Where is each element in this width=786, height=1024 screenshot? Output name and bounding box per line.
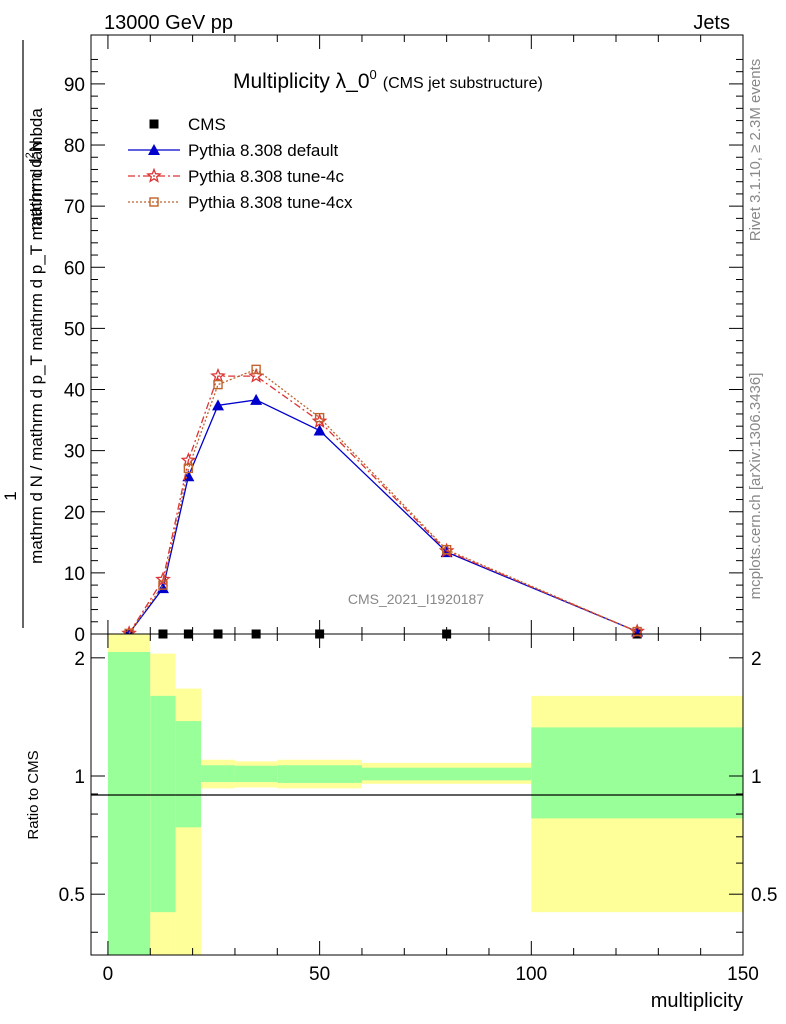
y-tick-label: 30 <box>64 442 85 463</box>
data-point <box>250 393 263 405</box>
rivet-label: Rivet 3.1.10, ≥ 2.3M events <box>747 59 764 242</box>
ylabel-numerator: mathrm d2N <box>24 140 45 230</box>
plot-title-sup: 0 <box>370 67 377 82</box>
ratio-ylabel: Ratio to CMS <box>25 750 42 839</box>
watermark: CMS_2021_I1920187 <box>348 591 484 607</box>
legend-marker <box>149 119 159 129</box>
ratio-band-green <box>107 651 151 955</box>
series-3 <box>124 364 642 639</box>
ratio-band-green <box>531 727 743 819</box>
ylabel-top: 1 <box>1 491 20 500</box>
header-right: Jets <box>693 12 730 34</box>
mcplots-label: mcplots.cern.ch [arXiv:1306.3436] <box>747 373 764 600</box>
ratio-y-tick-label: 1 <box>74 767 85 788</box>
y-tick-label: 40 <box>64 381 85 402</box>
ratio-y-tick-label: 2 <box>74 649 85 670</box>
ratio-y-tick-label-right: 1 <box>751 767 762 788</box>
ratio-band-green <box>277 765 362 783</box>
legend-label: Pythia 8.308 default <box>188 141 339 160</box>
header-left: 13000 GeV pp <box>104 12 233 34</box>
legend-marker <box>149 197 159 207</box>
x-axis-label: multiplicity <box>651 990 743 1012</box>
main-x-ticks <box>107 35 744 634</box>
data-point <box>212 399 225 411</box>
ratio-plot: 0.5 0.5 1 1 2 2 0 50 100 150 Ratio to CMS multip… <box>25 633 777 1012</box>
ratio-y-tick-label: 0.5 <box>59 885 85 906</box>
ratio-plot-frame <box>90 633 744 956</box>
main-y-ticks: 0 10 20 30 40 50 60 70 80 90 <box>64 58 743 646</box>
y-tick-label: 50 <box>64 319 85 340</box>
ratio-y-tick-label-right: 2 <box>751 649 762 670</box>
plot-title: Multiplicity λ_00 (CMS jet substructure) <box>233 67 543 93</box>
series-line <box>128 368 638 634</box>
ratio-band-green <box>201 765 235 783</box>
x-tick-label: 150 <box>727 964 759 985</box>
y-tick-label: 70 <box>64 197 85 218</box>
data-point <box>183 463 194 474</box>
ylabel-numerator-main: mathrm d <box>26 158 45 230</box>
legend-label: Pythia 8.308 tune-4cx <box>188 193 353 212</box>
series-line <box>128 375 638 634</box>
main-ylabel: 1 mathrm d2N mathrm d N / mathrm d p_T m… <box>1 40 46 628</box>
legend-marker <box>148 144 160 155</box>
ratio-x-ticks: 0 50 100 150 <box>103 634 759 985</box>
y-tick-label: 0 <box>74 625 85 646</box>
ylabel-denominator: mathrm d N / mathrm d p_T mathrm d p_T m… <box>27 108 46 564</box>
legend-marker <box>146 167 162 183</box>
legend-label: Pythia 8.308 tune-4c <box>188 167 344 186</box>
plot-subtitle: (CMS jet substructure) <box>383 75 543 92</box>
legend-label: CMS <box>188 115 226 134</box>
ratio-band-green <box>175 721 202 828</box>
ylabel-numerator-end: N <box>26 140 45 152</box>
ratio-band-green <box>234 765 278 783</box>
ratio-y-tick-label-right: 0.5 <box>751 885 777 906</box>
y-tick-label: 10 <box>64 564 85 585</box>
data-point <box>314 412 325 423</box>
data-point <box>180 452 197 468</box>
ylabel-numerator-sup: 2 <box>24 152 36 158</box>
x-tick-label: 100 <box>515 964 547 985</box>
ratio-band-green <box>361 767 532 781</box>
legend: CMS Pythia 8.308 default Pythia 8.308 tune… <box>128 115 353 212</box>
data-point <box>313 424 326 436</box>
y-tick-label: 90 <box>64 75 85 96</box>
y-tick-label: 80 <box>64 136 85 157</box>
plot-title-main: Multiplicity λ_0 <box>233 70 370 93</box>
x-tick-label: 0 <box>103 964 114 985</box>
y-tick-label: 20 <box>64 503 85 524</box>
x-tick-label: 50 <box>309 964 330 985</box>
series-line <box>128 399 638 634</box>
data-point <box>182 470 195 482</box>
y-tick-label: 60 <box>64 258 85 279</box>
ratio-y-ticks: 0.5 0.5 1 1 2 2 <box>59 649 777 933</box>
data-point <box>213 379 223 390</box>
data-point <box>251 364 261 375</box>
data-point <box>158 580 168 590</box>
data-point <box>210 367 226 383</box>
data-point <box>441 544 452 555</box>
ratio-band-green <box>150 695 176 913</box>
data-point <box>632 626 642 637</box>
